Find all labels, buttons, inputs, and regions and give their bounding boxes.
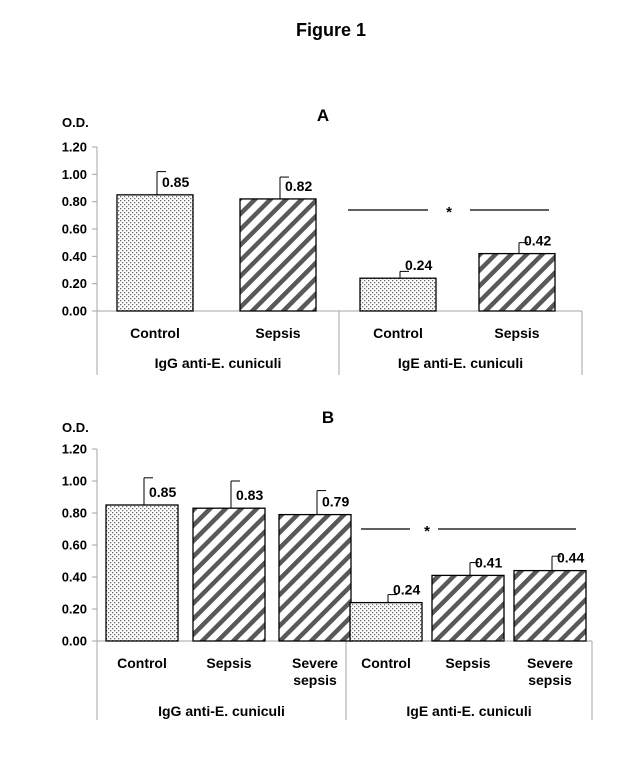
panel-a-chart: A O.D. 0.00 0.20 0.40 0.60 0.80 1.00 1.20 IgG ant… xyxy=(62,106,583,375)
panel-a-y-tick-label: 0.00 xyxy=(62,304,87,319)
panel-a-significance-star: * xyxy=(446,204,452,221)
panel-b-group-label: IgG anti-E. cuniculi xyxy=(158,703,285,719)
panel-a-group-label: IgG anti-E. cuniculi xyxy=(155,355,282,371)
panel-b-value-label: 0.41 xyxy=(475,554,502,570)
panel-b-group-label: IgE anti-E. cuniculi xyxy=(406,703,531,719)
panel-b-y-tick-label: 0.20 xyxy=(62,602,87,617)
panel-b-category-label: Control xyxy=(361,655,411,671)
panel-a-y-tick-label: 0.80 xyxy=(62,194,87,209)
panel-a-value-label: 0.82 xyxy=(285,178,312,194)
panel-b-y-tick-label: 0.60 xyxy=(62,538,87,553)
panel-a-bar xyxy=(239,198,317,312)
panel-a-bar xyxy=(478,252,556,312)
panel-b-category-label: Severe sepsis xyxy=(292,655,338,688)
panel-b-value-label: 0.85 xyxy=(149,484,176,500)
panel-b-value-label: 0.83 xyxy=(236,487,263,503)
panel-a-value-label: 0.42 xyxy=(524,233,551,249)
panel-b-y-tick-label: 1.00 xyxy=(62,474,87,489)
panel-a-category-label: Control xyxy=(373,325,423,341)
panel-b-bar xyxy=(431,574,505,642)
panel-b-value-label: 0.79 xyxy=(322,494,349,510)
panel-a-y-tick-label: 1.20 xyxy=(62,140,87,155)
panel-a-category-label: Sepsis xyxy=(494,325,539,341)
panel-b-letter: B xyxy=(322,408,334,427)
panel-a-y-tick-label: 0.40 xyxy=(62,249,87,264)
panel-b-bar xyxy=(105,504,179,642)
panel-a-category-label: Control xyxy=(130,325,180,341)
panel-b-bar xyxy=(278,513,352,642)
panel-b-value-label: 0.24 xyxy=(393,582,420,598)
panel-a-y-axis-label: O.D. xyxy=(62,115,89,130)
panel-a-value-label: 0.85 xyxy=(162,174,189,190)
panel-b-y-tick-label: 1.20 xyxy=(62,442,87,457)
panel-b-bar xyxy=(192,507,266,642)
panel-a-y-tick-label: 1.00 xyxy=(62,167,87,182)
panel-b-y-tick-label: 0.40 xyxy=(62,570,87,585)
panel-b-bar xyxy=(349,601,423,642)
panel-b-significance-star: * xyxy=(424,523,430,540)
panel-a-bar xyxy=(359,277,437,312)
panel-b-y-axis-label: O.D. xyxy=(62,420,89,435)
panel-b-category-label: Sepsis xyxy=(445,655,490,671)
panel-b-category-label: Sepsis xyxy=(206,655,251,671)
panel-a-category-label: Sepsis xyxy=(255,325,300,341)
panel-a-value-label: 0.24 xyxy=(405,257,432,273)
panel-a-letter: A xyxy=(317,106,329,125)
panel-b-bar xyxy=(513,569,587,642)
panel-b-category-label: Control xyxy=(117,655,167,671)
panel-b-category-label: Severe sepsis xyxy=(527,655,573,688)
panel-b-value-label: 0.44 xyxy=(557,550,584,566)
panel-b-y-tick-label: 0.00 xyxy=(62,634,87,649)
panel-a-y-tick-label: 0.60 xyxy=(62,222,87,237)
panel-b-chart: B O.D. 0.00 0.20 0.40 0.60 0.80 1.00 1.20 IgG ant… xyxy=(62,408,593,720)
panel-a-bar xyxy=(116,194,194,312)
panel-a-group-label: IgE anti-E. cuniculi xyxy=(398,355,523,371)
figure-title: Figure 1 xyxy=(296,20,366,40)
panel-a-y-tick-label: 0.20 xyxy=(62,276,87,291)
panel-b-y-tick-label: 0.80 xyxy=(62,506,87,521)
